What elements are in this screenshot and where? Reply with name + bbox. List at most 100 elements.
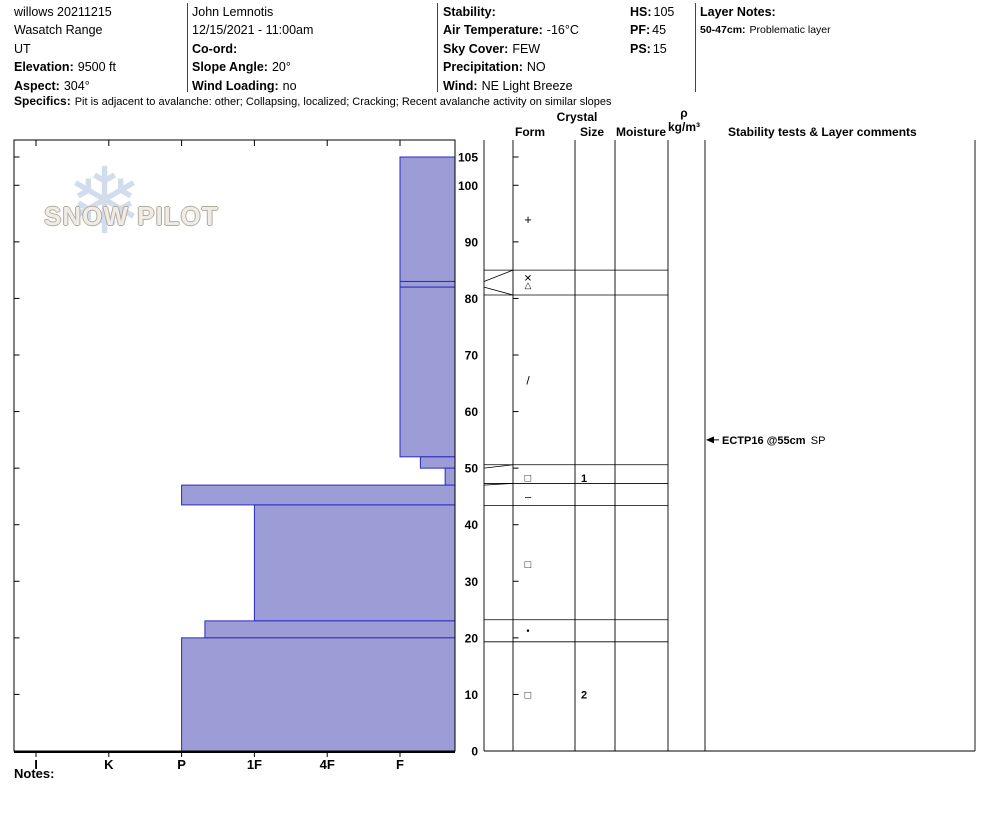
snow-layer-bar (399, 286, 456, 458)
aspect-label: Aspect: (14, 78, 60, 93)
slope-angle-value: 20° (271, 60, 291, 75)
hardness-axis-label: P (177, 757, 186, 772)
grain-form-symbol: + (524, 212, 532, 227)
layer-notes-label: Layer Notes: (700, 5, 776, 19)
wind-loading-row: Wind Loading: no (192, 77, 313, 95)
elevation-row: Elevation: 9500 ft (14, 58, 116, 76)
coord-row: Co-ord: (192, 40, 313, 58)
layer-note-text: Problematic layer (749, 24, 831, 37)
grain-size-value: 1 (581, 473, 587, 485)
slope-angle-label: Slope Angle: (192, 60, 268, 75)
precip-label: Precipitation: (443, 60, 523, 75)
air-temp-label: Air Temperature: (443, 23, 543, 38)
stability-label: Stability: (443, 5, 496, 19)
depth-axis-label: 90 (465, 235, 479, 249)
snowpilot-watermark: SNOW PILOT (44, 201, 219, 231)
snow-layer-bar (181, 637, 456, 752)
header-observer-block: John Lemnotis 12/15/2021 - 11:00am Co-or… (192, 3, 313, 95)
hardness-axis-label: F (396, 757, 404, 772)
pf-value: 45 (652, 23, 667, 38)
aspect-row: Aspect: 304° (14, 77, 116, 95)
depth-axis-label: 70 (465, 349, 479, 363)
slope-angle-row: Slope Angle: 20° (192, 58, 313, 76)
observer-name: John Lemnotis (192, 5, 274, 19)
depth-axis-label: 0 (471, 745, 478, 759)
wind-row: Wind: NE Light Breeze (443, 77, 579, 95)
size-column-header: Size (579, 125, 605, 139)
sky-cover-label: Sky Cover: (443, 41, 509, 56)
hardness-axis-label: 4F (320, 757, 335, 772)
depth-axis-label: 100 (458, 179, 478, 193)
layer-note-depth: 50-47cm: (700, 24, 746, 37)
header-weather-block: Stability: Air Temperature: -16°C Sky Cov… (443, 3, 579, 95)
precip-row: Precipitation: NO (443, 58, 579, 76)
snowflake-icon: ❄ (66, 151, 144, 253)
specifics-value: Pit is adjacent to avalanche: other; Col… (74, 96, 612, 108)
sky-cover-value: FEW (512, 41, 541, 56)
grain-form-symbol: △ (525, 280, 532, 290)
mountain-range: Wasatch Range (14, 23, 103, 38)
sky-cover-row: Sky Cover: FEW (443, 40, 579, 58)
depth-axis-label: 80 (465, 292, 479, 306)
elevation-value: 9500 ft (77, 60, 116, 75)
grain-form-symbol: □ (525, 559, 532, 571)
snow-layer-bar (181, 484, 456, 506)
depth-axis-label: 60 (465, 405, 479, 419)
specifics-row: Specifics: Pit is adjacent to avalanche: … (14, 94, 612, 108)
moisture-column-header: Moisture (615, 125, 667, 139)
grain-form-symbol: ✕ (524, 274, 532, 285)
header-divider-1 (187, 3, 188, 92)
stability-test-result: ECTP16 @55cm (722, 435, 806, 447)
depth-axis-label: 20 (465, 631, 479, 645)
snow-layer-bar (204, 620, 456, 639)
layer-wedge-line (483, 483, 514, 486)
specifics-label: Specifics: (14, 94, 71, 108)
snow-layer-bar (419, 456, 456, 469)
grain-size-value: 2 (581, 689, 587, 701)
depth-axis-label: 10 (465, 688, 479, 702)
depth-axis-label: 50 (465, 462, 479, 476)
snow-layer-bar (444, 467, 456, 486)
hs-value: 105 (653, 5, 675, 19)
header-snow-height-block: HS: 105 PF: 45 PS: 15 (630, 3, 674, 58)
depth-axis-label: 30 (465, 575, 479, 589)
ps-value: 15 (652, 41, 667, 56)
stability-arrow-head (706, 436, 714, 444)
wind-loading-label: Wind Loading: (192, 78, 279, 93)
aspect-value: 304° (63, 78, 90, 93)
grain-form-symbol: □ (525, 473, 532, 485)
layer-note-row: 50-47cm: Problematic layer (700, 21, 831, 39)
pf-row: PF: 45 (630, 21, 674, 39)
air-temp-row: Air Temperature: -16°C (443, 21, 579, 39)
air-temp-value: -16°C (546, 23, 579, 38)
notes-label: Notes: (14, 766, 55, 781)
pit-name: willows 20211215 (14, 5, 112, 19)
wind-loading-value: no (282, 78, 297, 93)
grain-form-symbol: / (526, 374, 530, 388)
hs-row: HS: 105 (630, 3, 674, 21)
hs-label: HS: (630, 5, 652, 19)
hardness-axis-label: I (34, 757, 38, 772)
grain-form-symbol: – (525, 491, 532, 503)
pit-datetime: 12/15/2021 - 11:00am (192, 23, 314, 38)
header-location-block: willows 20211215 Wasatch Range UT Elevat… (14, 3, 116, 95)
stability-shear-quality: SP (811, 435, 826, 447)
coord-label: Co-ord: (192, 41, 238, 56)
wind-value: NE Light Breeze (481, 78, 573, 93)
grain-form-symbol: □ (525, 689, 532, 701)
pf-label: PF: (630, 23, 651, 38)
header-layer-notes-block: Layer Notes: 50-47cm: Problematic layer (700, 3, 831, 40)
state: UT (14, 41, 31, 56)
hardness-axis-label: 1F (247, 757, 262, 772)
depth-axis-label: 40 (465, 518, 479, 532)
snow-layer-bar (399, 280, 456, 288)
wind-label: Wind: (443, 78, 478, 93)
ps-label: PS: (630, 41, 651, 56)
layer-wedge-line (483, 286, 514, 296)
elevation-label: Elevation: (14, 60, 74, 75)
stability-row: Stability: (443, 3, 579, 21)
layer-wedge-line (483, 269, 514, 282)
snow-layer-bar (399, 156, 456, 282)
